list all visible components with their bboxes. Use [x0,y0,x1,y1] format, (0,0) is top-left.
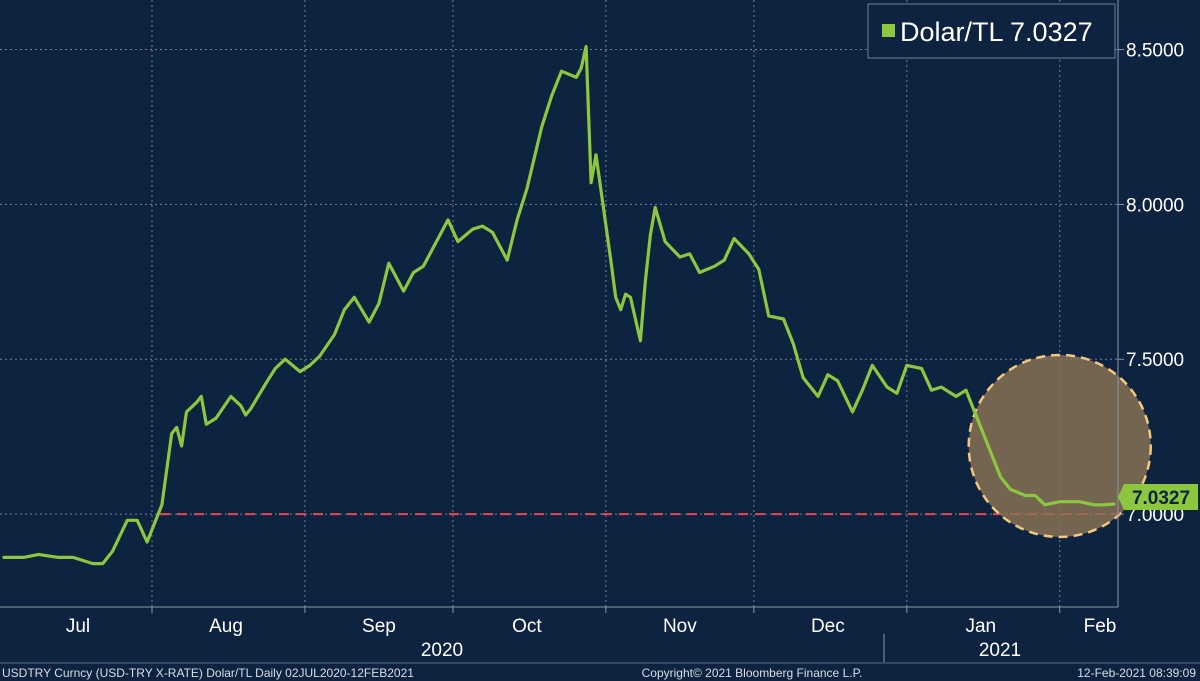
x-tick-label: Feb [1084,616,1117,637]
highlight-circle [967,353,1152,539]
y-tick-labels: 7.0000 7.5000 8.0000 8.5000 [1118,41,1184,526]
y-tick-label: 7.5000 [1126,350,1184,371]
footer-timestamp: 12-Feb-2021 08:39:09 [1077,666,1196,680]
footer-copyright: Copyright© 2021 Bloomberg Finance L.P. [642,666,863,680]
x-tick-label: Jul [66,616,90,637]
legend-entry-dolar-tl: Dolar/TL 7.0327 [900,17,1093,47]
year-label-2021: 2021 [979,640,1021,661]
x-tick-labels: Jul Aug Sep Oct Nov Dec Jan Feb [66,607,1117,637]
y-tick-label: 8.5000 [1126,41,1184,62]
last-value-badge: 7.0327 [1118,484,1198,510]
series-line-dolar-tl [2,44,1116,566]
x-tick-label: Dec [811,616,845,637]
y-tick-label: 8.0000 [1126,195,1184,216]
legend: Dolar/TL 7.0327 [867,3,1116,59]
footer-left-text: USDTRY Curncy (USD-TRY X-RATE) Dolar/TL … [2,666,414,680]
legend-box [867,3,1116,59]
x-tick-label: Oct [512,616,542,637]
x-tick-label: Jan [965,616,996,637]
y-tick-label: 7.0000 [1126,505,1184,526]
x-tick-label: Nov [663,616,697,637]
last-value-badge-shape [1118,484,1198,510]
year-label-2020: 2020 [421,640,463,661]
x-tick-label: Aug [209,616,243,637]
x-tick-label: Sep [362,616,396,637]
legend-square-marker [882,24,895,37]
last-value-label: 7.0327 [1132,488,1190,509]
